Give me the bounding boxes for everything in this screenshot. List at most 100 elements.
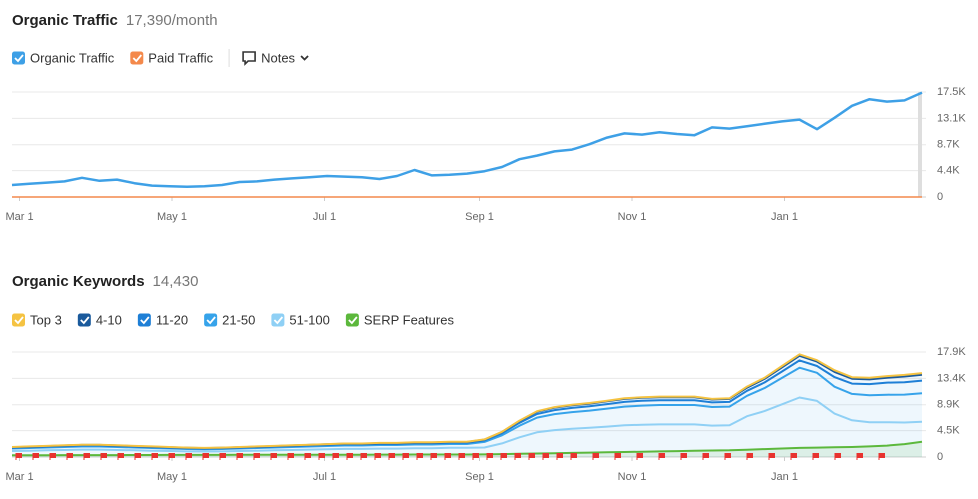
update-flag (319, 453, 325, 458)
update-flag (725, 453, 731, 458)
update-flag (593, 453, 599, 458)
x-tick-label: Nov 1 (618, 211, 647, 223)
series-area (12, 367, 922, 452)
legend-label: Organic Traffic (30, 50, 115, 65)
legend-check (14, 54, 24, 63)
update-flag (543, 453, 549, 458)
update-flag (791, 453, 797, 458)
legend-label: SERP Features (364, 312, 455, 327)
update-flag (529, 453, 535, 458)
update-flag (445, 453, 451, 458)
update-flag (813, 453, 819, 458)
y-tick-label: 13.4K (937, 372, 966, 384)
series-line (11, 396, 923, 453)
x-tick-label: Jul 1 (313, 211, 336, 223)
notes-icon (242, 51, 256, 66)
update-flag (417, 453, 423, 458)
y-tick-label: 0 (937, 451, 943, 463)
legend-label: 51-100 (289, 312, 329, 327)
update-flag (375, 453, 381, 458)
legend-check (206, 316, 216, 325)
series-line (12, 440, 923, 457)
update-flag (347, 453, 353, 458)
update-flag (389, 453, 395, 458)
update-flag (305, 453, 311, 458)
y-tick-label: 8.9K (937, 399, 960, 411)
update-flag (459, 453, 465, 458)
legend-label: 11-20 (156, 312, 188, 327)
notes-label: Notes (261, 50, 295, 65)
update-flag (254, 453, 260, 458)
update-flag (84, 453, 90, 458)
update-flag (571, 453, 577, 458)
chart-subtitle: 17,390/month (126, 12, 218, 29)
y-tick-label: 17.9K (937, 346, 966, 358)
update-flag (361, 453, 367, 458)
chart-title: Organic Traffic (12, 12, 118, 29)
series-line (11, 353, 923, 449)
chart-title: Organic Keywords (12, 273, 145, 290)
update-flag (152, 453, 158, 458)
legend-checkbox (137, 313, 151, 327)
update-flag (118, 453, 124, 458)
legend-checkbox (345, 313, 359, 327)
x-tick-label: Jan 1 (771, 471, 798, 483)
y-tick-label: 17.5K (937, 86, 966, 98)
x-tick-label: Jan 1 (771, 211, 798, 223)
update-flag (16, 453, 22, 458)
legend-check (348, 316, 358, 325)
update-flag (747, 453, 753, 458)
update-flag (615, 453, 621, 458)
legend-check (14, 316, 24, 325)
update-flag (835, 453, 841, 458)
update-flag (487, 453, 493, 458)
update-flag (220, 453, 226, 458)
x-tick-label: Sep 1 (465, 211, 494, 223)
update-flag (703, 453, 709, 458)
x-tick-label: May 1 (157, 471, 187, 483)
legend-label: 21-50 (222, 312, 255, 327)
update-flag (101, 453, 107, 458)
update-flag (203, 453, 209, 458)
x-tick-label: Jul 1 (313, 471, 336, 483)
update-flag (237, 453, 243, 458)
legend-label: 4-10 (96, 312, 122, 327)
update-flag (288, 453, 294, 458)
update-flag (33, 453, 39, 458)
y-tick-label: 4.4K (937, 165, 960, 177)
x-tick-label: May 1 (157, 211, 187, 223)
y-tick-label: 8.7K (937, 139, 960, 151)
legend-checkbox (271, 313, 285, 327)
update-flag (557, 453, 563, 458)
x-tick-label: Mar 1 (5, 211, 33, 223)
update-flag (857, 453, 863, 458)
legend-checkbox (130, 51, 144, 65)
update-flag (135, 453, 141, 458)
scroll-handle (918, 92, 922, 197)
legend-checkbox (77, 313, 91, 327)
x-tick-label: Sep 1 (465, 471, 494, 483)
update-flag (186, 453, 192, 458)
legend-check (273, 316, 284, 325)
update-flag (659, 453, 665, 458)
notes-button[interactable]: Notes (228, 49, 309, 67)
legend-label: Top 3 (30, 312, 62, 327)
update-flag (431, 453, 437, 458)
legend-checkbox (12, 313, 25, 327)
update-flag (50, 453, 56, 458)
update-flag (637, 453, 643, 458)
legend-label: Paid Traffic (148, 50, 213, 65)
chart-subtitle: 14,430 (153, 273, 199, 290)
update-flag (769, 453, 775, 458)
x-tick-label: Mar 1 (5, 471, 33, 483)
update-flag (403, 453, 409, 458)
y-tick-label: 13.1K (937, 112, 966, 124)
legend-check (132, 54, 142, 63)
legend-check (140, 316, 150, 325)
legend-check (80, 316, 90, 325)
y-tick-label: 0 (937, 191, 943, 203)
legend-checkbox (204, 313, 218, 327)
x-tick-label: Nov 1 (618, 471, 647, 483)
update-flag (501, 453, 507, 458)
